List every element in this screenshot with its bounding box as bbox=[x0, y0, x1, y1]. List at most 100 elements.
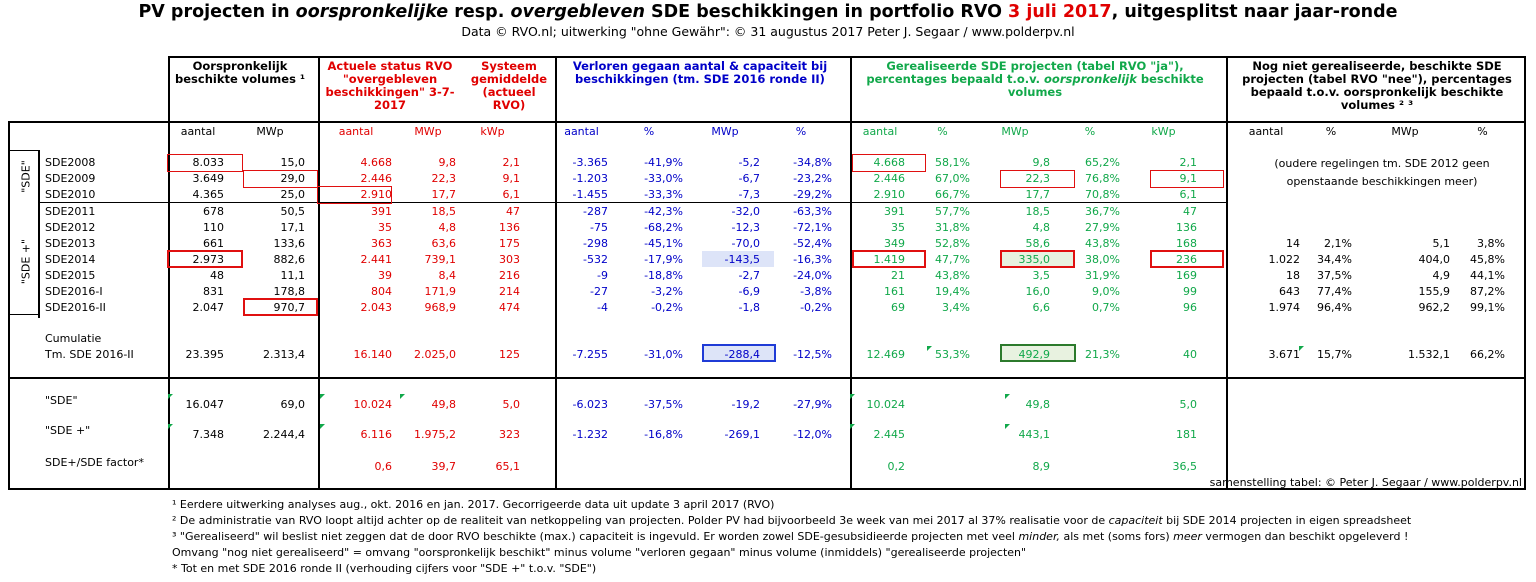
table-cell: 3,5 bbox=[1032, 269, 1051, 282]
column-subheader: % bbox=[1477, 125, 1488, 138]
table-cell: 29,0 bbox=[280, 172, 306, 185]
cumulatie-cell: 1.532,1 bbox=[1408, 348, 1450, 361]
cumulatie-cell: 66,2% bbox=[1470, 348, 1505, 361]
table-cell: 6,6 bbox=[1032, 301, 1051, 314]
row-label: SDE2015 bbox=[45, 269, 96, 282]
table-cell: 2,1% bbox=[1324, 237, 1352, 250]
summary-cell: 8,9 bbox=[1032, 460, 1051, 473]
table-cell: 349 bbox=[884, 237, 905, 250]
cumulatie-cell: 21,3% bbox=[1085, 348, 1120, 361]
table-cell: 8.033 bbox=[192, 156, 225, 169]
row-label: SDE2016-II bbox=[45, 301, 106, 314]
table-cell: 169 bbox=[1176, 269, 1197, 282]
column-subheader: aantal bbox=[862, 125, 898, 138]
table-cell: 2.446 bbox=[360, 172, 393, 185]
highlight-box bbox=[1000, 170, 1075, 188]
table-cell: 69 bbox=[891, 301, 905, 314]
table-cell: -23,2% bbox=[793, 172, 832, 185]
table-cell: 44,1% bbox=[1470, 269, 1505, 282]
table-cell: 36,7% bbox=[1085, 205, 1120, 218]
summary-cell: 7.348 bbox=[192, 428, 225, 441]
cumulatie-cell: 53,3% bbox=[935, 348, 970, 361]
summary-cell: 49,8 bbox=[1025, 398, 1051, 411]
cumulatie-cell: 12.469 bbox=[866, 348, 906, 361]
summary-label: "SDE +" bbox=[45, 424, 91, 437]
table-cell: 70,8% bbox=[1085, 188, 1120, 201]
table-cell: 3.649 bbox=[192, 172, 225, 185]
table-cell: 804 bbox=[371, 285, 392, 298]
table-cell: 171,9 bbox=[424, 285, 457, 298]
cumulatie-cell: 16.140 bbox=[353, 348, 393, 361]
comment-marker-icon bbox=[1299, 346, 1304, 351]
column-subheader: % bbox=[643, 125, 655, 138]
table-cell: 178,8 bbox=[273, 285, 306, 298]
table-cell: 47 bbox=[506, 205, 520, 218]
table-cell: 58,6 bbox=[1025, 237, 1051, 250]
cumulatie-label: Tm. SDE 2016-II bbox=[45, 348, 134, 361]
group-bracket bbox=[8, 150, 40, 151]
table-cell: 2,1 bbox=[502, 156, 521, 169]
column-subheader: % bbox=[795, 125, 807, 138]
column-divider bbox=[38, 203, 40, 316]
cumulatie-cell: 492,9 bbox=[1018, 348, 1051, 361]
table-cell: 3,4% bbox=[942, 301, 970, 314]
summary-cell: 16.047 bbox=[185, 398, 225, 411]
credit-text: samenstelling tabel: © Peter J. Segaar /… bbox=[1209, 476, 1522, 489]
table-cell: -75 bbox=[590, 221, 608, 234]
summary-cell: 323 bbox=[499, 428, 520, 441]
header-gerealiseerd: Gerealiseerde SDE projecten (tabel RVO "… bbox=[866, 59, 1204, 99]
table-cell: -1.455 bbox=[572, 188, 608, 201]
table-cell: 9,1 bbox=[502, 172, 521, 185]
footnote-1: ¹ Eerdere uitwerking analyses aug., okt.… bbox=[172, 498, 775, 511]
summary-cell: -37,5% bbox=[644, 398, 683, 411]
table-cell: 216 bbox=[499, 269, 520, 282]
table-cell: -12,3 bbox=[731, 221, 760, 234]
table-cell: 474 bbox=[499, 301, 520, 314]
table-cell: 404,0 bbox=[1418, 253, 1451, 266]
table-cell: 1.419 bbox=[873, 253, 906, 266]
comment-marker-icon bbox=[400, 394, 405, 399]
table-cell: 47,7% bbox=[935, 253, 970, 266]
footnote-5: * Tot en met SDE 2016 ronde II (verhoudi… bbox=[172, 562, 597, 575]
row-label: SDE2008 bbox=[45, 156, 96, 169]
table-cell: 2.446 bbox=[873, 172, 906, 185]
table-cell: 57,7% bbox=[935, 205, 970, 218]
table-cell: 1.022 bbox=[1268, 253, 1301, 266]
summary-cell: 0,6 bbox=[374, 460, 393, 473]
highlight-box bbox=[1150, 170, 1224, 188]
table-cell: 831 bbox=[203, 285, 224, 298]
table-cell: 66,7% bbox=[935, 188, 970, 201]
table-cell: -18,8% bbox=[644, 269, 683, 282]
table-cell: -16,3% bbox=[793, 253, 832, 266]
highlight-box bbox=[702, 344, 776, 362]
comment-marker-icon bbox=[850, 424, 855, 429]
table-cell: 133,6 bbox=[273, 237, 306, 250]
table-cell: 18,5 bbox=[431, 205, 457, 218]
table-cell: 4,8 bbox=[438, 221, 457, 234]
table-cell: 48 bbox=[210, 269, 224, 282]
cumulatie-cell: 23.395 bbox=[185, 348, 225, 361]
summary-cell: 49,8 bbox=[431, 398, 457, 411]
table-cell: 52,8% bbox=[935, 237, 970, 250]
table-cell: -45,1% bbox=[644, 237, 683, 250]
table-cell: 643 bbox=[1279, 285, 1300, 298]
highlight-box bbox=[1000, 344, 1076, 362]
column-divider bbox=[850, 56, 852, 490]
table-cell: -33,3% bbox=[644, 188, 683, 201]
header-systeem: Systeem gemiddelde (actueel RVO) bbox=[470, 59, 548, 112]
highlight-box bbox=[243, 298, 318, 316]
group-separator bbox=[38, 202, 1228, 203]
table-cell: -32,0 bbox=[731, 205, 760, 218]
summary-cell: 0,2 bbox=[887, 460, 906, 473]
table-cell: -68,2% bbox=[644, 221, 683, 234]
row-label: SDE2010 bbox=[45, 188, 96, 201]
summary-cell: -1.232 bbox=[572, 428, 608, 441]
column-subheader: % bbox=[937, 125, 948, 138]
table-cell: 77,4% bbox=[1317, 285, 1352, 298]
table-cell: 96 bbox=[1183, 301, 1197, 314]
summary-cell: 1.975,2 bbox=[414, 428, 456, 441]
header-separator bbox=[8, 121, 1526, 123]
column-subheader: % bbox=[1325, 125, 1337, 138]
table-cell: 19,4% bbox=[935, 285, 970, 298]
summary-cell: 5,0 bbox=[502, 398, 521, 411]
